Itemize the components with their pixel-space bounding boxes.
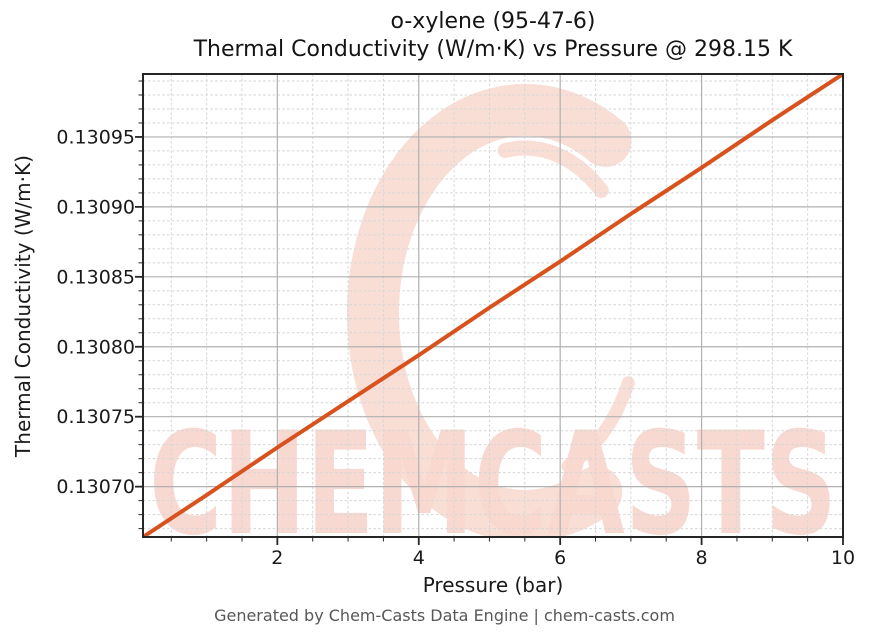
y-tick-label: 0.13080 xyxy=(56,336,135,358)
chart-title: o-xylene (95-47-6) Thermal Conductivity … xyxy=(117,8,869,64)
watermark-c-swirl xyxy=(346,84,632,537)
y-tick-label: 0.13095 xyxy=(56,126,135,148)
x-tick-label: 10 xyxy=(831,547,855,569)
x-tick-label: 2 xyxy=(271,547,283,569)
data-series-line xyxy=(143,74,843,537)
x-tick-label: 6 xyxy=(554,547,566,569)
x-axis-label: Pressure (bar) xyxy=(423,573,564,597)
y-tick-label: 0.13085 xyxy=(56,266,135,288)
y-tick-label: 0.13090 xyxy=(56,196,135,218)
data-series xyxy=(143,74,843,537)
axis-ticks xyxy=(135,80,844,545)
watermark-c-inner-bottom xyxy=(561,376,635,473)
x-tick-label: 4 xyxy=(413,547,425,569)
footer-credit: Generated by Chem-Casts Data Engine | ch… xyxy=(214,606,675,625)
y-tick-labels: 0.13070 0.13075 0.13080 0.13085 0.13090 0.130… xyxy=(56,126,135,498)
chart-title-line1: o-xylene (95-47-6) xyxy=(390,9,596,34)
x-tick-label: 8 xyxy=(696,547,708,569)
y-tick-label: 0.13075 xyxy=(56,406,135,428)
gridlines-minor xyxy=(143,74,843,537)
watermark-text: CHEMCASTS xyxy=(149,402,837,567)
y-tick-label: 0.13070 xyxy=(56,476,135,498)
y-axis-label: Thermal Conductivity (W/m·K) xyxy=(11,155,35,458)
chart-title-line2: Thermal Conductivity (W/m·K) vs Pressure… xyxy=(193,37,793,62)
x-tick-labels: 2 4 6 8 10 xyxy=(271,547,855,569)
plot-border xyxy=(142,73,844,538)
